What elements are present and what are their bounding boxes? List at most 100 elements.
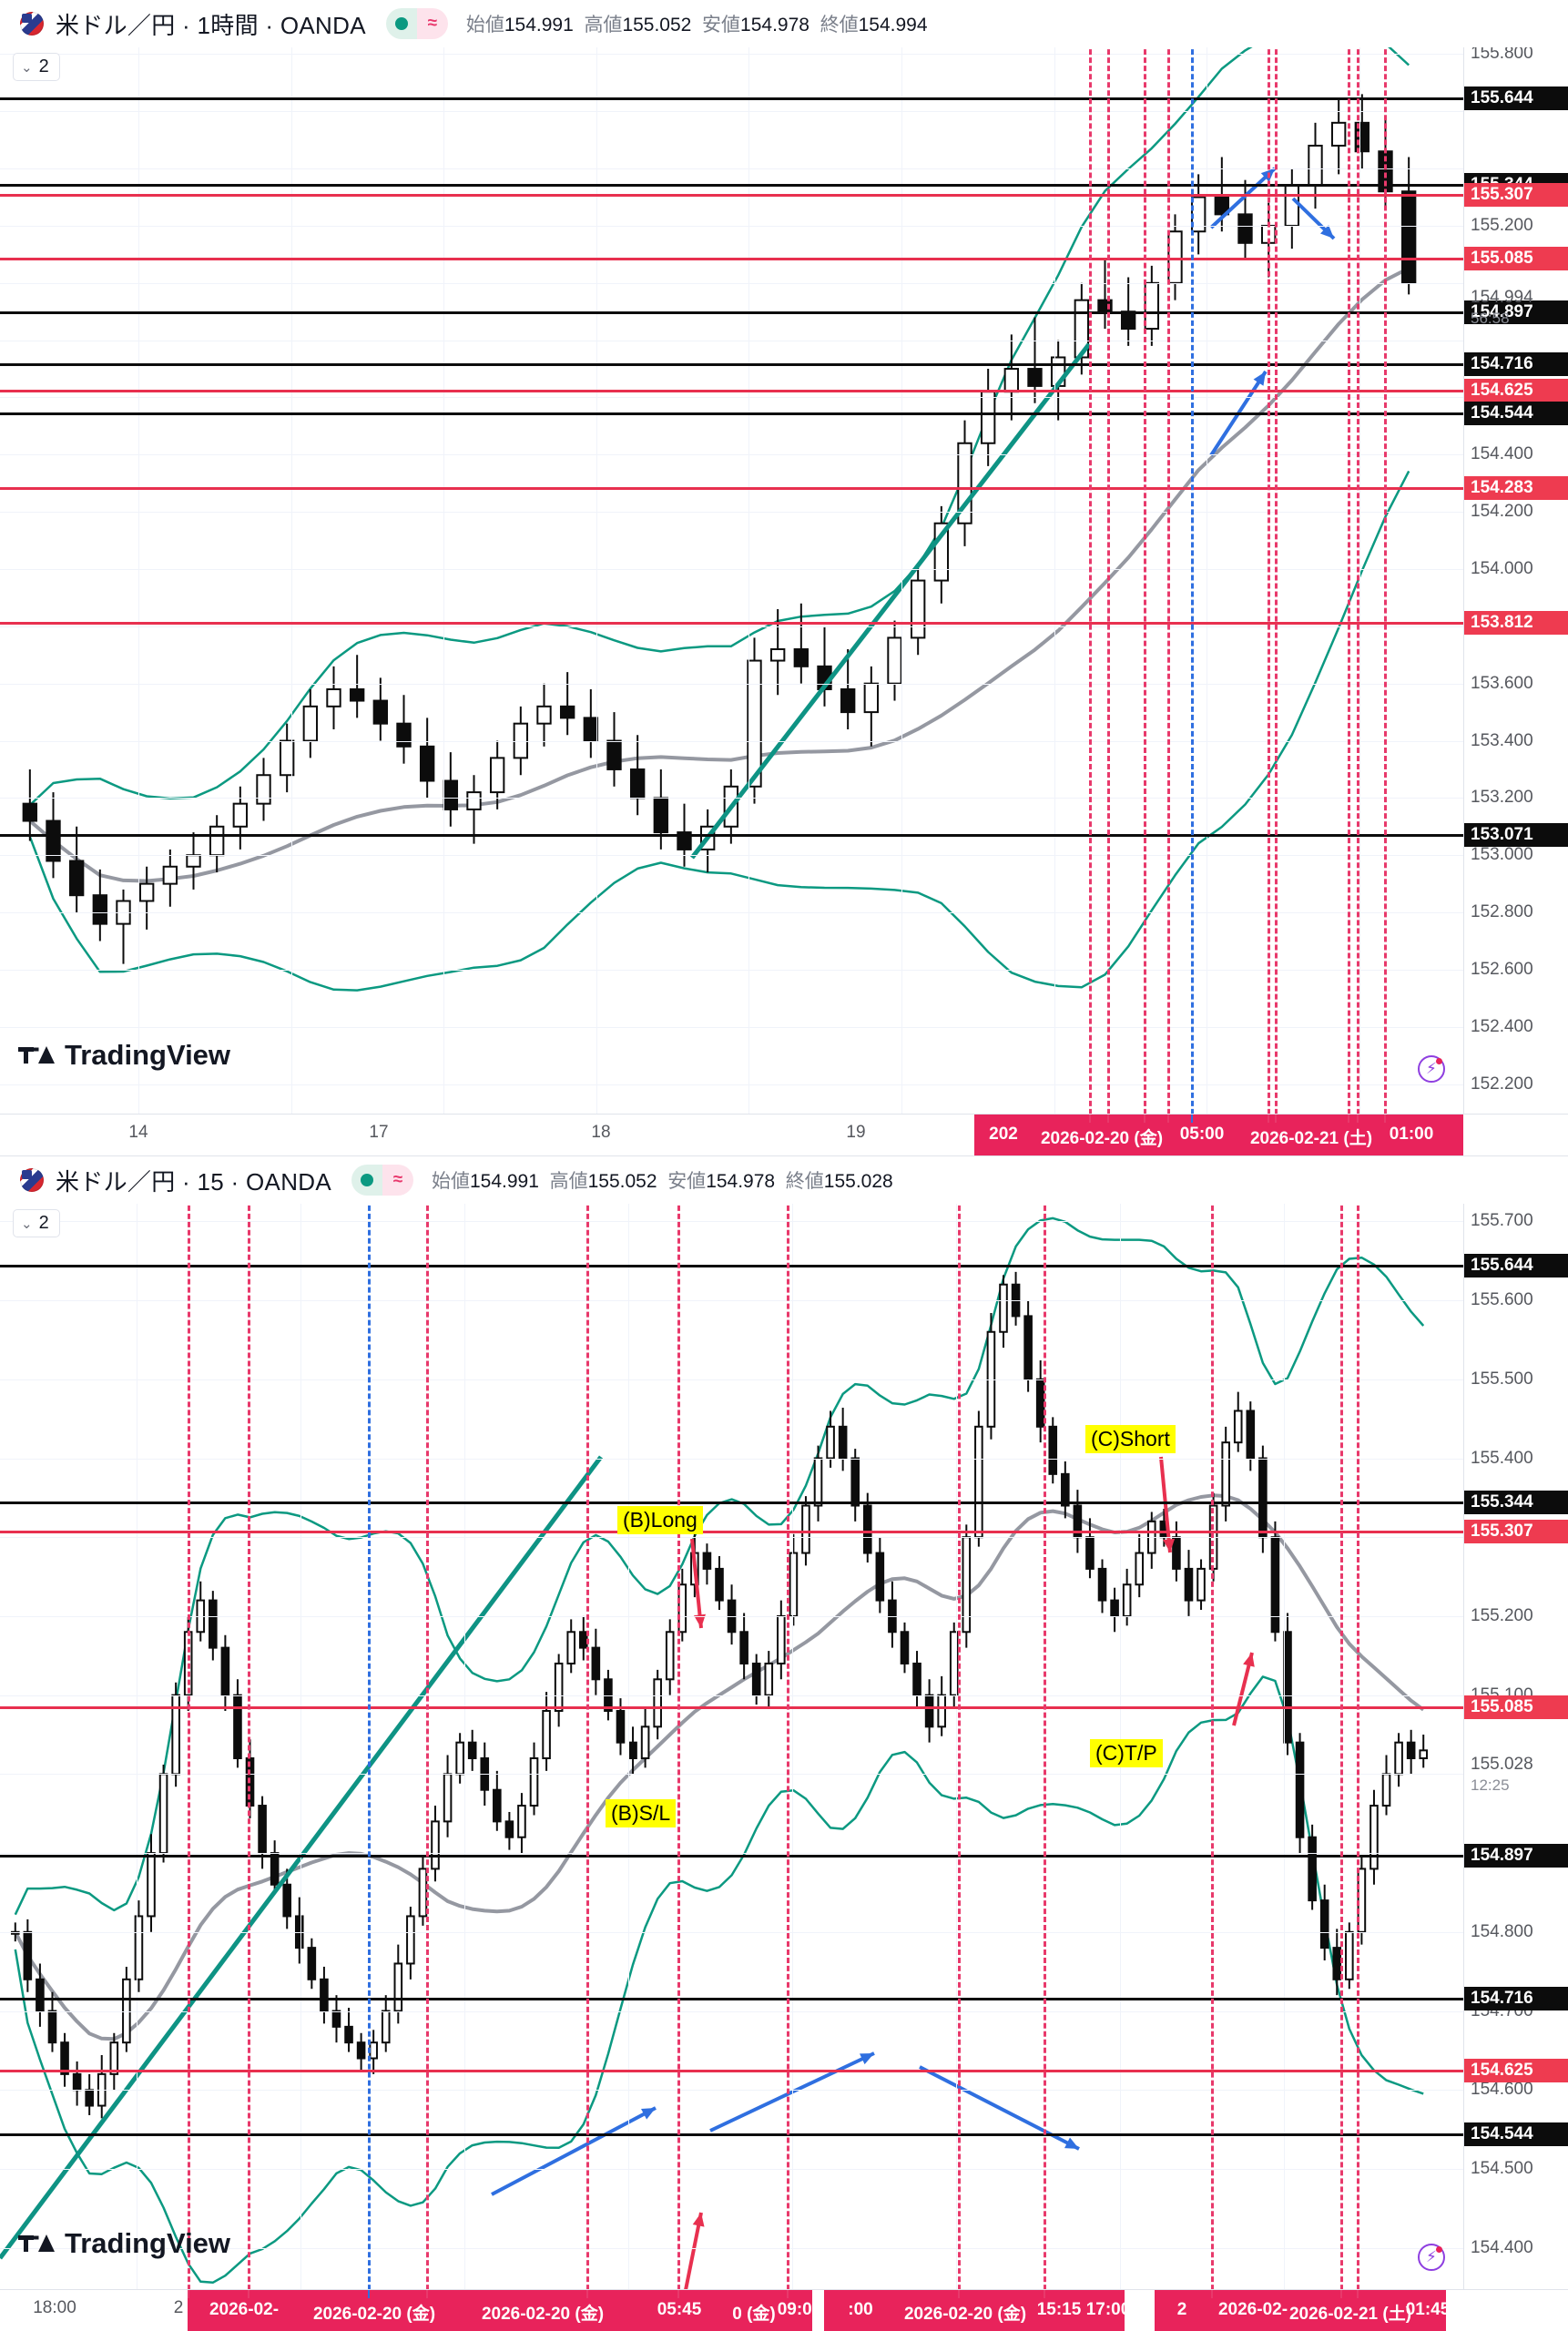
session-divider-line <box>1191 0 1194 1155</box>
price-level-line-black <box>0 833 1463 837</box>
tradingview-watermark-15min: TradingView <box>18 2227 230 2260</box>
price-level-label[interactable]: 154.897 <box>1464 300 1568 325</box>
sub-legend-count-1hour: 2 <box>38 56 49 76</box>
candle-body <box>1308 144 1323 187</box>
price-level-label[interactable]: 154.544 <box>1464 402 1568 426</box>
price-level-label[interactable]: 155.085 <box>1464 1695 1568 1719</box>
time-range-band[interactable]: 2026-02- 2026-02-20 (金) 2026-02-20 (金) 05:4… <box>188 2290 812 2331</box>
candle-body <box>406 1915 415 1965</box>
candle-body <box>1172 1536 1181 1570</box>
plot-area-1hour[interactable] <box>0 0 1463 1155</box>
annotation-arrowhead <box>1064 2137 1079 2149</box>
chart-panel-15min: 米ドル／円 · 15 · OANDA ≈ 始値154.991 高値155.052… <box>0 1156 1568 2331</box>
candle-body <box>1284 184 1300 227</box>
session-divider-line <box>1357 1156 1359 2331</box>
price-axis-15min[interactable]: JPY ⌄ ⎔ 155.700155.600155.500155.400155.… <box>1463 1156 1568 2331</box>
candle-body <box>493 1788 502 1823</box>
price-level-label[interactable]: 154.544 <box>1464 2122 1568 2146</box>
wave-indicator-icon[interactable]: ≈ <box>382 1165 413 1196</box>
time-range-band[interactable]: 2 2026-02- 2026-02-21 (土) 01:45 <box>1155 2290 1446 2331</box>
annotation-arrow <box>681 2212 703 2305</box>
annotation-b-long[interactable]: (B)Long <box>617 1506 703 1534</box>
price-axis-1hour[interactable]: JPY ⌄ ⎔ 155.800155.200154.400154.200154.… <box>1463 0 1568 1155</box>
price-level-line-red <box>0 1531 1463 1534</box>
session-tick <box>1268 1115 1269 1123</box>
candle-body <box>702 1552 712 1570</box>
price-level-label[interactable]: 155.307 <box>1464 1520 1568 1544</box>
symbol-title-1hour[interactable]: 米ドル／円 · 1時間 · OANDA <box>56 11 366 39</box>
price-level-label[interactable]: 154.716 <box>1464 1986 1568 2010</box>
chart-header-1hour: 米ドル／円 · 1時間 · OANDA ≈ 始値154.991 高値155.05… <box>0 0 1568 47</box>
price-level-label[interactable]: 154.625 <box>1464 378 1568 402</box>
price-level-label[interactable]: 154.897 <box>1464 1843 1568 1868</box>
visibility-toggle-icon[interactable] <box>351 1165 382 1196</box>
candle-body <box>443 779 459 810</box>
high-label-15min: 高値 <box>549 1171 588 1192</box>
price-level-label[interactable]: 155.644 <box>1464 87 1568 111</box>
current-price-marker: 155.028 12:25 <box>1464 1753 1568 1794</box>
price-level-label[interactable]: 155.085 <box>1464 247 1568 271</box>
gridline-horizontal <box>0 1537 1463 1539</box>
open-value-15min: 154.991 <box>470 1171 539 1192</box>
session-tick <box>1191 1115 1193 1123</box>
session-divider-line <box>1089 0 1092 1155</box>
price-level-label[interactable]: 153.812 <box>1464 611 1568 636</box>
candle-countdown: 56:58 <box>1471 309 1510 327</box>
session-divider-line <box>1340 1156 1343 2331</box>
price-level-line-red <box>0 1705 1463 1709</box>
price-level-line-black <box>0 2133 1463 2136</box>
plot-area-15min[interactable] <box>0 1156 1463 2331</box>
price-level-label[interactable]: 155.344 <box>1464 1491 1568 1515</box>
gridline-horizontal <box>0 683 1463 685</box>
time-axis-15min[interactable]: 18:00 2 2026-02- 2026-02-20 (金) 2026-02-20 (… <box>0 2289 1568 2331</box>
candle-body <box>840 687 856 714</box>
gridline-horizontal <box>0 2090 1463 2092</box>
time-band-label: 05:45 <box>657 2300 702 2319</box>
wave-indicator-icon[interactable]: ≈ <box>416 8 448 39</box>
annotation-c-tp[interactable]: (C)T/P <box>1090 1739 1163 1767</box>
candle-body <box>629 768 646 799</box>
price-level-line-red <box>0 194 1463 198</box>
time-tick-label: 2 <box>173 2298 184 2317</box>
candle-body <box>1400 190 1417 284</box>
price-tick-label: 155.500 <box>1471 1369 1533 1389</box>
price-level-label[interactable]: 154.283 <box>1464 476 1568 501</box>
visibility-toggle-icon[interactable] <box>385 8 417 39</box>
candle-body <box>147 1852 156 1918</box>
gridline-vertical <box>1054 0 1055 1155</box>
time-range-band[interactable]: 2026-02-20 (金) 05:00 2026-02-21 (土) 01:00 20… <box>974 1115 1463 1155</box>
gridline-horizontal <box>0 1931 1463 1933</box>
annotation-b-sl[interactable]: (B)S/L <box>606 1799 677 1827</box>
low-value-1hour: 154.978 <box>740 15 809 36</box>
gridline-horizontal <box>0 626 1463 627</box>
gridline-vertical <box>1359 0 1360 1155</box>
price-level-label[interactable]: 155.307 <box>1464 183 1568 208</box>
low-label-15min: 安値 <box>667 1171 707 1192</box>
alert-icon-1hour[interactable]: ⚡ <box>1418 1055 1445 1083</box>
session-tick <box>248 2290 249 2298</box>
price-level-label[interactable]: 155.644 <box>1464 1253 1568 1277</box>
sub-legend-1hour[interactable]: ⌄ 2 <box>13 53 60 81</box>
candle-body <box>23 1930 33 1980</box>
gridline-vertical <box>792 1156 793 2331</box>
candle-body <box>396 722 412 748</box>
candle-body <box>887 636 902 685</box>
session-tick <box>1211 2290 1213 2298</box>
candle-body <box>1406 1741 1416 1760</box>
time-axis-1hour[interactable]: 14 17 18 19 2026-02-20 (金) 05:00 2026-02-21 (土… <box>0 1114 1568 1155</box>
price-level-label[interactable]: 154.716 <box>1464 352 1568 377</box>
symbol-title-15min[interactable]: 米ドル／円 · 15 · OANDA <box>56 1167 331 1196</box>
price-tick-label: 152.800 <box>1471 902 1533 922</box>
annotation-c-short[interactable]: (C)Short <box>1085 1425 1176 1453</box>
sub-legend-15min[interactable]: ⌄ 2 <box>13 1209 60 1237</box>
time-band-label: 2026-02-20 (金) <box>903 2305 1027 2324</box>
annotation-arrowhead <box>694 1613 707 1628</box>
time-band-label: 2026-02-20 (金) <box>312 2305 436 2324</box>
candle-body <box>1085 1536 1095 1570</box>
price-level-label[interactable]: 153.071 <box>1464 822 1568 847</box>
sub-legend-count-15min: 2 <box>38 1213 49 1233</box>
candle-body <box>1330 121 1347 147</box>
price-level-label[interactable]: 154.625 <box>1464 2058 1568 2082</box>
alert-icon-15min[interactable]: ⚡ <box>1418 2244 1445 2271</box>
